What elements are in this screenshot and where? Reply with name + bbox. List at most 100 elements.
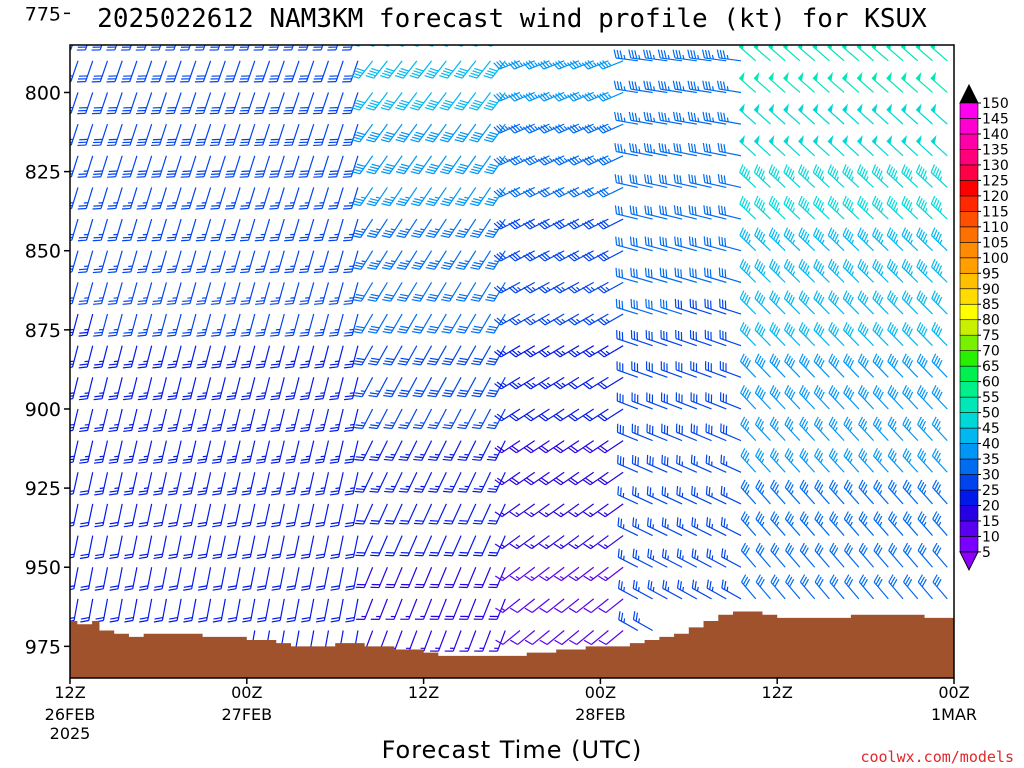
wind-barb bbox=[138, 567, 153, 591]
wind-barb bbox=[209, 123, 226, 147]
wind-barb bbox=[396, 218, 418, 239]
wind-barb bbox=[428, 472, 447, 493]
wind-barb bbox=[152, 440, 167, 464]
wind-barb bbox=[769, 416, 786, 442]
wind-barb bbox=[256, 598, 271, 623]
wind-barb bbox=[754, 321, 771, 347]
wind-barb bbox=[932, 479, 948, 505]
wind-barb bbox=[716, 49, 742, 62]
wind-barb bbox=[93, 345, 109, 369]
colorbar-swatch bbox=[959, 427, 979, 444]
wind-barb bbox=[769, 290, 786, 315]
wind-barb bbox=[427, 377, 447, 398]
wind-barb bbox=[644, 174, 668, 189]
wind-barb bbox=[108, 345, 123, 369]
wind-barb bbox=[285, 503, 300, 528]
wind-barb bbox=[843, 511, 860, 536]
wind-barb bbox=[209, 92, 226, 115]
wind-barb bbox=[902, 448, 919, 473]
wind-barb bbox=[675, 423, 698, 442]
wind-barb bbox=[108, 472, 123, 496]
wind-barb bbox=[524, 503, 550, 518]
wind-barb bbox=[901, 164, 919, 188]
wind-barb bbox=[167, 440, 182, 464]
wind-barb bbox=[702, 80, 727, 94]
wind-barb bbox=[799, 511, 816, 536]
wind-barb bbox=[661, 486, 683, 505]
wind-barb bbox=[785, 574, 801, 600]
wind-barb bbox=[508, 376, 536, 390]
wind-barb bbox=[494, 535, 521, 550]
wind-barb bbox=[508, 186, 535, 198]
wind-barb bbox=[689, 329, 712, 347]
wind-barb bbox=[581, 91, 609, 102]
wind-barb bbox=[182, 408, 197, 433]
wind-barb bbox=[255, 440, 271, 464]
wind-barb bbox=[783, 227, 801, 252]
colorbar-swatch bbox=[959, 195, 979, 212]
wind-barb bbox=[137, 250, 153, 274]
wind-barb bbox=[827, 195, 845, 220]
wind-barb bbox=[315, 567, 330, 591]
colorbar-label: 45 bbox=[982, 421, 1000, 437]
wind-barb bbox=[212, 567, 226, 591]
wind-barb bbox=[255, 377, 271, 401]
wind-barb bbox=[770, 542, 786, 568]
wind-barb bbox=[553, 376, 580, 390]
wind-barb bbox=[873, 574, 889, 600]
wind-barb bbox=[365, 92, 388, 111]
wind-barb bbox=[643, 49, 668, 62]
wind-barb bbox=[457, 440, 477, 461]
wind-barb bbox=[224, 45, 236, 51]
wind-barb bbox=[343, 250, 359, 274]
wind-barb bbox=[646, 392, 668, 410]
wind-barb bbox=[552, 218, 580, 230]
wind-barb bbox=[630, 330, 653, 347]
wind-barb bbox=[717, 111, 742, 125]
wind-barb bbox=[370, 598, 388, 620]
colorbar-swatch bbox=[959, 180, 979, 197]
wind-barb bbox=[300, 503, 315, 528]
wind-barb bbox=[916, 227, 933, 252]
wind-barb bbox=[538, 345, 565, 358]
wind-barb bbox=[70, 440, 79, 464]
wind-barb bbox=[598, 566, 624, 582]
wind-barb bbox=[468, 92, 492, 111]
wind-barb bbox=[286, 598, 300, 623]
wind-barb bbox=[455, 218, 477, 239]
wind-barb bbox=[181, 218, 197, 242]
wind-barb bbox=[662, 579, 683, 600]
wind-barb bbox=[471, 345, 492, 366]
wind-barb bbox=[508, 155, 535, 166]
wind-barb bbox=[109, 567, 123, 591]
wind-barb bbox=[829, 511, 845, 536]
wind-barb bbox=[902, 479, 919, 505]
wind-barb bbox=[659, 236, 683, 252]
x-tick-label: 2025 bbox=[50, 724, 91, 743]
wind-barb bbox=[440, 187, 462, 207]
wind-barb bbox=[509, 566, 536, 582]
wind-barb bbox=[283, 60, 300, 83]
wind-barb bbox=[901, 227, 919, 252]
wind-barb bbox=[813, 227, 830, 252]
wind-barb bbox=[78, 345, 94, 369]
wind-barb bbox=[719, 298, 742, 315]
wind-barb bbox=[470, 250, 492, 270]
wind-barb bbox=[315, 535, 330, 560]
wind-barb bbox=[77, 218, 94, 242]
wind-barb bbox=[382, 282, 403, 302]
wind-barb bbox=[673, 205, 697, 220]
colorbar-label: 25 bbox=[982, 483, 1000, 499]
wind-barb bbox=[255, 408, 271, 432]
wind-barb bbox=[812, 71, 830, 93]
wind-barb bbox=[242, 567, 256, 591]
wind-barb bbox=[411, 282, 433, 302]
wind-barb bbox=[754, 385, 771, 410]
wind-barb bbox=[582, 345, 609, 358]
wind-barb bbox=[858, 448, 875, 473]
wind-barb bbox=[181, 282, 197, 305]
wind-barb bbox=[168, 503, 182, 528]
wind-barb bbox=[703, 205, 727, 220]
wind-barb bbox=[441, 282, 462, 302]
wind-barb bbox=[151, 282, 167, 305]
